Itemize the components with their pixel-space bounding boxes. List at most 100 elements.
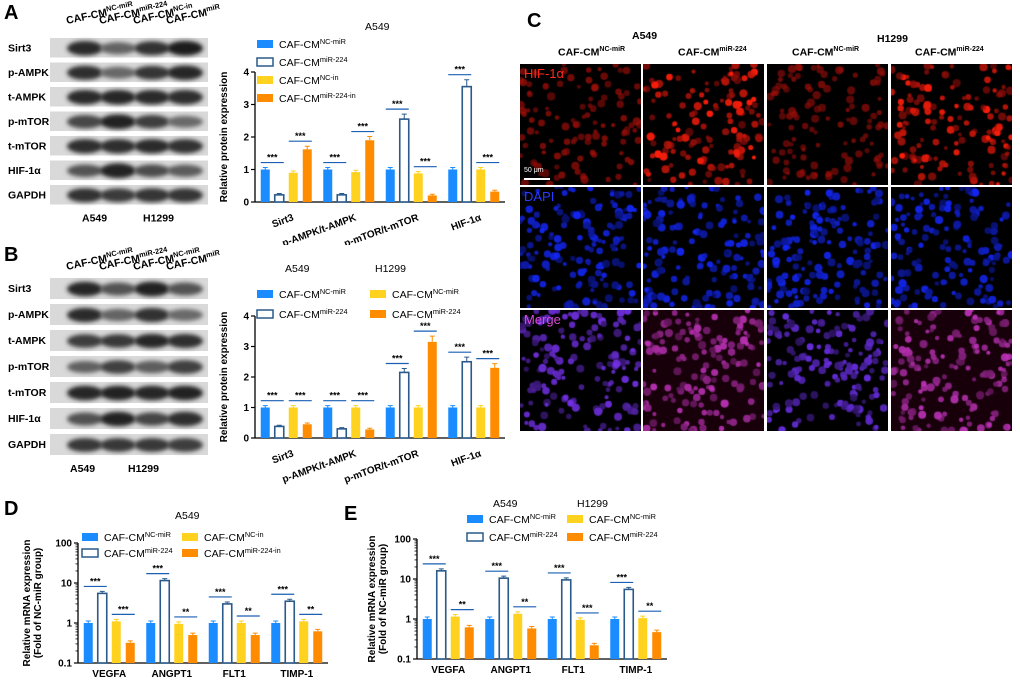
error-bar xyxy=(325,167,331,170)
error-bar xyxy=(127,640,133,643)
legend-swatch xyxy=(370,290,386,298)
error-bar xyxy=(464,356,470,362)
chart-d-mrna-expression: 0.1 1 10 100 Relative mRNA expression (Fold o… xyxy=(22,510,328,680)
western-blot-b: CAF-CMNC-miRCAF-CMmiR-224CAF-CMNC-miRCAF… xyxy=(8,245,220,475)
error-bar xyxy=(492,363,498,368)
blot-strip xyxy=(50,434,208,455)
bar xyxy=(351,407,361,438)
channel-label: Merge xyxy=(524,312,561,327)
blot-strip xyxy=(50,160,208,180)
bar xyxy=(125,642,135,663)
legend-label: CAF-CMmiR-224 xyxy=(589,530,658,544)
category-label: VEGFA xyxy=(92,669,126,680)
significance-marker: *** xyxy=(582,603,593,613)
column-header-2: CAF-CMmiR-224 xyxy=(678,46,747,59)
y-tick-label: 0.1 xyxy=(397,655,411,666)
bar xyxy=(427,195,437,202)
bar xyxy=(250,635,260,663)
legend-label: CAF-CMNC-miR xyxy=(104,530,171,544)
y-tick-label: 2 xyxy=(243,373,249,384)
legend-swatch xyxy=(256,309,274,319)
bar xyxy=(351,172,361,202)
micrograph-tile xyxy=(767,310,888,431)
error-bar xyxy=(387,167,393,170)
channel-label: HIF-1α xyxy=(524,66,565,81)
micrograph-image xyxy=(520,310,641,431)
category-label: HIF-1α xyxy=(450,212,484,233)
error-bar xyxy=(415,405,421,408)
bar xyxy=(96,592,108,664)
blot-strip xyxy=(50,87,208,107)
bar xyxy=(159,579,171,664)
blot-row-label: HIF-1α xyxy=(8,413,41,425)
bar xyxy=(652,632,662,659)
y-tick-label: 1 xyxy=(405,615,411,626)
blot-row-label: t-mTOR xyxy=(8,387,47,399)
bar xyxy=(288,407,298,438)
error-bar xyxy=(252,632,258,636)
bar xyxy=(302,149,312,202)
error-bar xyxy=(515,611,521,614)
chart-title: A549 xyxy=(175,510,200,522)
bar xyxy=(313,631,323,663)
legend-swatch xyxy=(467,515,483,523)
blot-strip xyxy=(50,38,208,58)
y-tick-label: 3 xyxy=(243,100,249,111)
error-bar xyxy=(85,620,91,623)
panel-label-e: E xyxy=(344,503,358,525)
significance-marker: *** xyxy=(329,153,340,163)
legend-swatch xyxy=(257,94,273,102)
significance-marker: *** xyxy=(215,587,226,597)
y-axis-label: Relative mRNA expression xyxy=(22,540,33,667)
micrograph-tile: Merge xyxy=(520,310,641,431)
panel-label-d: D xyxy=(4,498,19,520)
error-bar xyxy=(290,170,296,173)
legend-label: CAF-CMNC-miR xyxy=(489,512,556,526)
blot-row-label: Sirt3 xyxy=(8,283,32,295)
micrograph-image xyxy=(643,187,764,308)
error-bar xyxy=(466,624,472,628)
chart-b-protein-expression: 0 1 2 3 4 Relative protein expression *** *** Si… xyxy=(219,263,505,486)
error-bar xyxy=(492,189,498,192)
significance-marker: *** xyxy=(267,391,278,401)
panel-label-c: C xyxy=(527,10,542,32)
bar xyxy=(398,371,410,439)
y-tick-label: 4 xyxy=(243,68,249,79)
significance-marker: *** xyxy=(295,391,306,401)
micrograph-image xyxy=(520,187,641,308)
bar xyxy=(323,169,333,202)
legend-label: CAF-CMmiR-224-in xyxy=(279,91,356,105)
legend-label: CAF-CMNC-miR xyxy=(279,287,346,301)
bar xyxy=(208,623,218,663)
bar xyxy=(435,570,447,660)
scale-bar-label: 50 μm xyxy=(524,167,544,174)
bar xyxy=(299,621,309,663)
category-label: Sirt3 xyxy=(271,212,296,230)
error-bar xyxy=(262,167,268,170)
legend-label: CAF-CMmiR-224 xyxy=(104,546,173,560)
significance-marker: ** xyxy=(521,597,529,607)
micrograph-tile xyxy=(891,64,1012,185)
blot-strip xyxy=(50,136,208,156)
bar xyxy=(498,577,510,660)
micrograph-tile xyxy=(767,187,888,308)
micrograph-tile: HIF-1α 50 μm xyxy=(520,64,641,185)
y-tick-label: 1 xyxy=(66,619,72,630)
micrograph-tile xyxy=(643,64,764,185)
category-label: TIMP-1 xyxy=(619,665,652,676)
error-bar xyxy=(529,625,535,629)
cell-line-label: H1299 xyxy=(143,213,174,225)
y-tick-label: 0 xyxy=(243,198,249,209)
significance-marker: *** xyxy=(329,391,340,401)
error-bar xyxy=(450,405,456,408)
western-blot-a: CAF-CMNC-miRCAF-CMmiR-224CAF-CMNC-inCAF-… xyxy=(8,0,220,225)
category-label: VEGFA xyxy=(431,665,465,676)
bar xyxy=(260,169,270,202)
channel-label: DAPI xyxy=(524,189,555,204)
bar xyxy=(365,429,375,438)
bar xyxy=(146,623,156,663)
bar xyxy=(385,169,395,202)
bar xyxy=(260,407,270,438)
legend-label: CAF-CMmiR-224 xyxy=(392,307,461,321)
blot-row-label: t-AMPK xyxy=(8,91,46,103)
